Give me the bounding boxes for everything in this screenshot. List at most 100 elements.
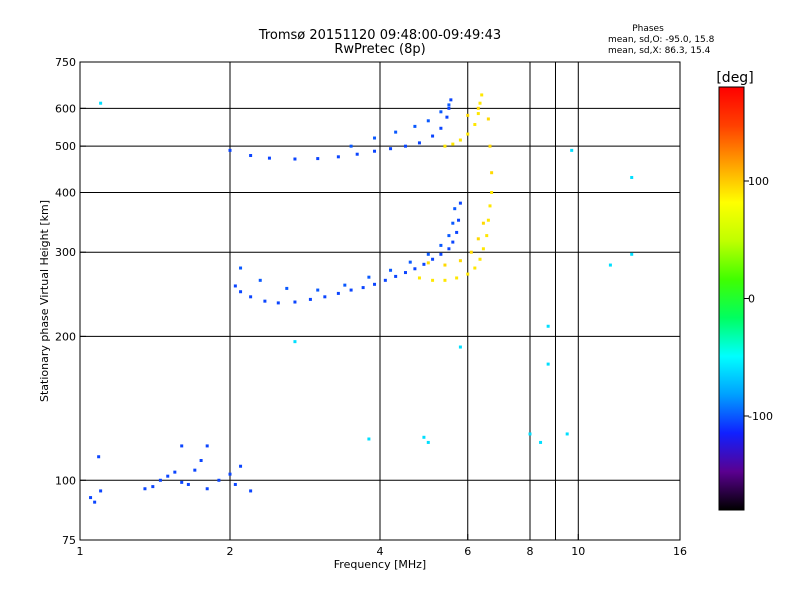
data-point — [443, 263, 447, 267]
data-point — [336, 291, 340, 295]
data-point — [466, 272, 470, 276]
data-point — [97, 455, 101, 459]
data-point — [403, 271, 407, 275]
data-point — [293, 157, 297, 161]
data-point — [451, 142, 455, 146]
data-point — [449, 98, 453, 102]
data-point — [199, 458, 203, 462]
data-point — [239, 464, 243, 468]
data-point — [93, 500, 97, 504]
data-point — [263, 299, 267, 303]
data-point — [323, 295, 327, 299]
colorbar-tick-label: 100 — [748, 175, 769, 188]
data-point — [228, 148, 232, 152]
data-point — [478, 101, 482, 105]
data-point — [89, 496, 93, 500]
data-point — [258, 278, 262, 282]
data-point — [186, 482, 190, 486]
data-point — [476, 106, 480, 110]
data-point — [455, 230, 459, 234]
data-point — [469, 250, 473, 254]
data-point — [457, 218, 461, 222]
data-point — [394, 274, 398, 278]
data-point — [408, 260, 412, 264]
data-point — [630, 175, 634, 179]
data-point — [158, 478, 162, 482]
y-axis-label: Stationary phase Virtual Height [km] — [38, 200, 51, 402]
data-point — [205, 444, 209, 448]
data-point — [447, 106, 451, 110]
x-tick-label: 16 — [673, 545, 687, 558]
data-point — [389, 268, 393, 272]
data-point — [451, 240, 455, 244]
data-point — [308, 297, 312, 301]
data-point — [151, 485, 155, 489]
data-point — [293, 300, 297, 304]
data-point — [447, 234, 451, 238]
data-point — [173, 470, 177, 474]
data-point — [422, 435, 426, 439]
y-tick-label: 750 — [55, 56, 76, 69]
data-point — [276, 301, 280, 305]
data-point — [426, 119, 430, 123]
data-point — [403, 144, 407, 148]
data-point — [413, 267, 417, 271]
data-point — [383, 278, 387, 282]
data-point — [417, 276, 421, 280]
y-tick-label: 600 — [55, 102, 76, 115]
data-point — [394, 130, 398, 134]
data-point — [193, 468, 197, 472]
data-point — [349, 288, 353, 292]
data-point — [481, 247, 485, 251]
data-point — [389, 147, 393, 151]
data-point — [373, 136, 377, 140]
x-tick-label: 4 — [377, 545, 384, 558]
data-point — [458, 201, 462, 205]
data-point — [490, 190, 494, 194]
data-point — [205, 487, 209, 491]
chart-title: Tromsø 20151120 09:48:00-09:49:43 — [258, 28, 501, 43]
data-point — [458, 259, 462, 263]
data-point — [476, 237, 480, 241]
chart-subtitle: RwPretec (8p) — [334, 42, 425, 57]
x-tick-label: 2 — [227, 545, 234, 558]
data-point — [343, 283, 347, 287]
data-point — [99, 489, 103, 493]
data-point — [422, 262, 426, 266]
y-tick-label: 300 — [55, 246, 76, 259]
data-point — [249, 295, 253, 299]
data-point — [455, 276, 459, 280]
data-point — [373, 282, 377, 286]
data-point — [367, 437, 371, 441]
data-point — [565, 432, 569, 436]
data-point — [466, 113, 470, 117]
y-tick-label: 75 — [62, 534, 76, 547]
data-point — [445, 115, 449, 119]
colorbar-label: [deg] — [716, 70, 753, 86]
data-point — [417, 141, 421, 145]
data-point — [217, 478, 221, 482]
data-point — [361, 286, 365, 290]
data-point — [367, 275, 371, 279]
data-point — [443, 144, 447, 148]
colorbar-ticks: -100 0 100 — [744, 175, 773, 423]
y-tick-label: 500 — [55, 140, 76, 153]
colorbar-tick-label: -100 — [748, 410, 773, 423]
data-point — [439, 252, 443, 256]
x-tick-label: 10 — [571, 545, 585, 558]
data-point — [431, 257, 435, 261]
data-point — [336, 155, 340, 159]
data-point — [473, 266, 477, 270]
data-point — [166, 474, 170, 478]
data-point — [473, 123, 477, 127]
x-tick-label: 8 — [527, 545, 534, 558]
data-point — [480, 93, 484, 97]
x-tick-label: 6 — [464, 545, 471, 558]
data-point — [249, 489, 253, 493]
data-point — [239, 266, 243, 270]
data-point — [546, 324, 550, 328]
data-point — [426, 440, 430, 444]
data-point — [451, 221, 455, 225]
data-point — [443, 278, 447, 282]
